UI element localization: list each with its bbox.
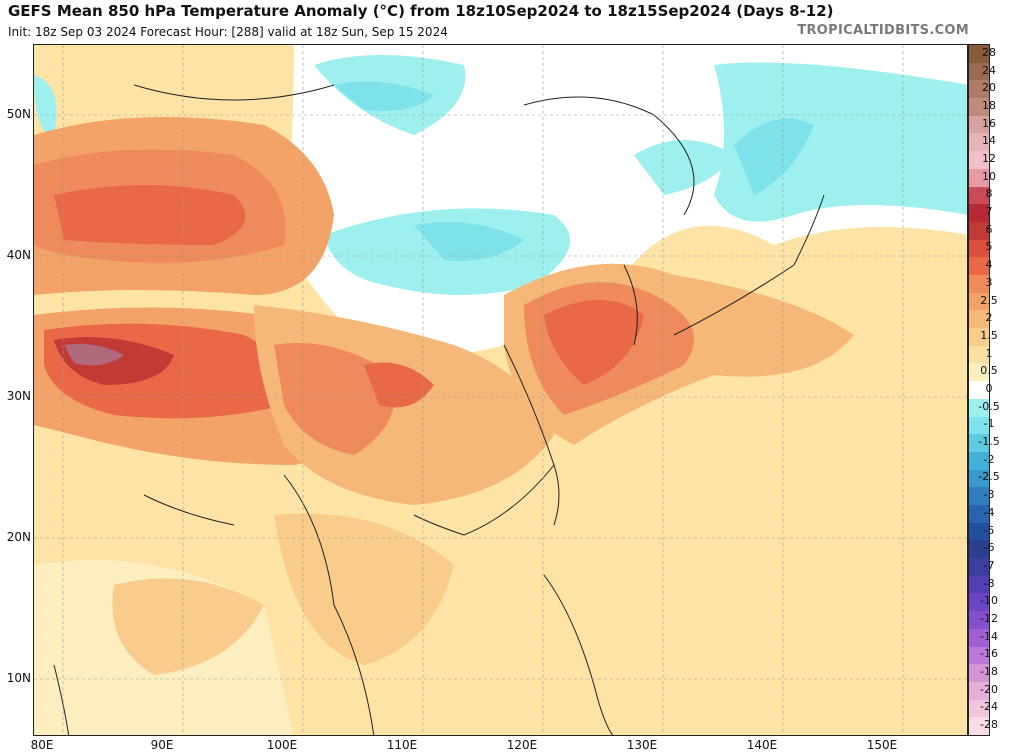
colorbar-label: -3 — [983, 488, 995, 502]
colorbar-swatch — [969, 115, 989, 134]
colorbar-label: 14 — [982, 134, 996, 148]
forecast-subtitle: Init: 18z Sep 03 2024 Forecast Hour: [28… — [8, 25, 448, 39]
colorbar-label: 7 — [985, 205, 993, 219]
colorbar — [968, 44, 990, 736]
colorbar-label: -2 — [983, 452, 995, 466]
colorbar-swatch — [969, 328, 989, 347]
colorbar-swatch — [969, 416, 989, 435]
colorbar-label: 3 — [985, 275, 993, 289]
colorbar-swatch — [969, 664, 989, 683]
anomaly-field — [34, 45, 967, 735]
colorbar-label: -10 — [980, 594, 998, 608]
colorbar-swatch — [969, 381, 989, 400]
colorbar-swatch — [969, 257, 989, 276]
colorbar-label: -1.5 — [978, 435, 1000, 449]
colorbar-label: -7 — [983, 558, 995, 572]
colorbar-swatch — [969, 593, 989, 612]
colorbar-label: 28 — [982, 45, 996, 59]
lon-label-80E: 80E — [30, 738, 54, 752]
lon-label-110E: 110E — [386, 738, 418, 752]
lat-label-40N: 40N — [6, 248, 31, 262]
colorbar-label: -24 — [980, 700, 998, 714]
colorbar-swatch — [969, 80, 989, 99]
colorbar-label: -0.5 — [978, 399, 1000, 413]
colorbar-label: -6 — [983, 541, 995, 555]
colorbar-swatch — [969, 522, 989, 541]
colorbar-label: 2 — [985, 311, 993, 325]
lat-label-10N: 10N — [6, 671, 31, 685]
colorbar-swatch — [969, 398, 989, 418]
colorbar-swatch — [969, 45, 989, 64]
colorbar-swatch — [969, 699, 989, 718]
colorbar-swatch — [969, 345, 989, 364]
colorbar-swatch — [969, 204, 989, 223]
colorbar-swatch — [969, 451, 989, 471]
colorbar-swatch — [969, 221, 989, 241]
colorbar-swatch — [969, 168, 989, 188]
colorbar-label: -28 — [980, 718, 998, 732]
colorbar-swatch — [969, 505, 989, 524]
colorbar-label: -4 — [983, 505, 995, 519]
colorbar-swatch — [969, 151, 989, 170]
lon-label-140E: 140E — [746, 738, 778, 752]
colorbar-swatch — [969, 239, 989, 258]
lon-label-90E: 90E — [150, 738, 174, 752]
colorbar-swatch — [969, 611, 989, 630]
colorbar-label: 0 — [985, 382, 993, 395]
colorbar-swatch — [969, 558, 989, 577]
colorbar-swatch — [969, 62, 989, 81]
colorbar-label: 16 — [982, 116, 996, 130]
colorbar-label: 6 — [985, 222, 993, 236]
colorbar-label: -20 — [980, 682, 998, 696]
lon-label-150E: 150E — [866, 738, 898, 752]
colorbar-label: 10 — [982, 169, 996, 183]
map-title: GEFS Mean 850 hPa Temperature Anomaly (°… — [8, 2, 834, 20]
colorbar-label: -14 — [980, 629, 998, 643]
colorbar-swatch — [969, 186, 989, 205]
colorbar-label: -1 — [983, 417, 995, 431]
colorbar-swatch — [969, 310, 989, 329]
colorbar-label: 1 — [985, 346, 993, 360]
colorbar-swatch — [969, 681, 989, 701]
colorbar-label: -8 — [983, 576, 995, 590]
colorbar-label: 18 — [982, 98, 996, 112]
anomaly-map — [33, 44, 968, 736]
colorbar-swatch — [969, 98, 989, 117]
colorbar-swatch — [969, 628, 989, 648]
lat-label-50N: 50N — [6, 107, 31, 121]
brand-watermark[interactable]: TROPICALTIDBITS.COM — [797, 23, 969, 38]
colorbar-swatch — [969, 434, 989, 453]
colorbar-label: 0.5 — [980, 364, 998, 378]
lon-label-120E: 120E — [506, 738, 538, 752]
lon-label-100E: 100E — [266, 738, 298, 752]
colorbar-label: -12 — [980, 612, 998, 625]
colorbar-swatch — [969, 575, 989, 594]
colorbar-swatch — [969, 469, 989, 488]
colorbar-label: -16 — [980, 647, 998, 661]
colorbar-label: 4 — [985, 258, 993, 272]
colorbar-label: 1.5 — [980, 328, 998, 342]
colorbar-label: 12 — [982, 152, 996, 165]
colorbar-label: 5 — [985, 240, 993, 254]
colorbar-swatch — [969, 540, 989, 559]
colorbar-swatch — [969, 487, 989, 506]
colorbar-label: 24 — [982, 63, 996, 77]
colorbar-swatch — [969, 363, 989, 382]
lat-label-30N: 30N — [6, 389, 31, 403]
colorbar-label: 2.5 — [980, 293, 998, 307]
colorbar-swatch — [969, 646, 989, 665]
colorbar-swatch — [969, 133, 989, 152]
colorbar-label: -2.5 — [978, 470, 1000, 484]
colorbar-label: 8 — [985, 187, 993, 201]
colorbar-label: -5 — [983, 523, 995, 537]
colorbar-label: -18 — [980, 665, 998, 679]
lat-label-20N: 20N — [6, 530, 31, 544]
colorbar-swatch — [969, 292, 989, 311]
lon-label-130E: 130E — [626, 738, 658, 752]
colorbar-swatch — [969, 275, 989, 294]
colorbar-label: 20 — [982, 81, 996, 95]
colorbar-swatch — [969, 717, 989, 736]
